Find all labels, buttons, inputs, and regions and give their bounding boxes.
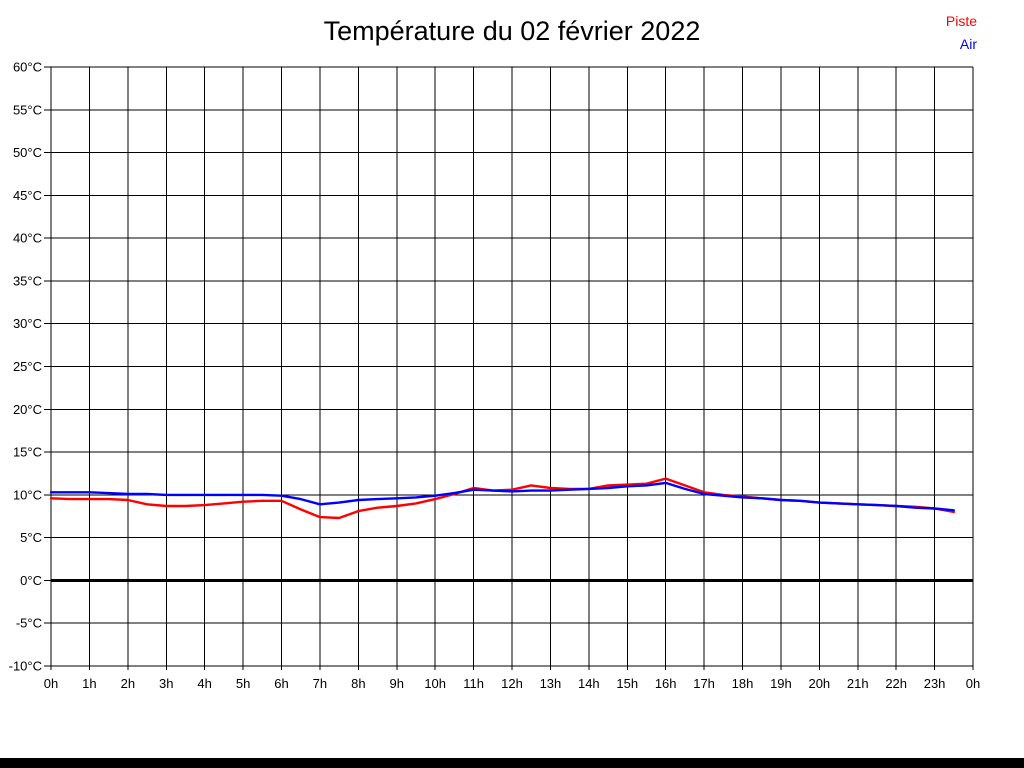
x-tick-label: 3h	[159, 676, 173, 691]
bottom-bar	[0, 758, 1024, 768]
x-tick-label: 9h	[390, 676, 404, 691]
y-tick-label: -10°C	[9, 659, 42, 674]
y-axis-labels: -10°C -5°C 0°C 5°C 10°C 15°C 20°C 25°C 30°C 35°C 4…	[9, 60, 42, 674]
x-tick-label: 22h	[885, 676, 907, 691]
x-tick-label: 12h	[501, 676, 523, 691]
x-tick-label: 7h	[313, 676, 327, 691]
series-air	[49, 481, 955, 512]
x-tick-label: 17h	[693, 676, 715, 691]
series-piste	[49, 477, 955, 520]
x-tick-label: 21h	[847, 676, 869, 691]
x-tick-label: 20h	[808, 676, 830, 691]
x-tick-label: 4h	[197, 676, 211, 691]
x-tick-label: 0h	[966, 676, 980, 691]
x-axis-labels: 0h 1h 2h 3h 4h 5h 6h 7h 8h 9h 10h 11h 12h 13h 14h 15h 16…	[44, 676, 980, 691]
chart-legend: Piste Air	[946, 10, 977, 56]
y-tick-label: 25°C	[13, 359, 42, 374]
y-tick-label: 5°C	[20, 530, 42, 545]
x-tick-label: 10h	[424, 676, 446, 691]
x-tick-label: 15h	[616, 676, 638, 691]
chart-title: Température du 02 février 2022	[323, 16, 701, 46]
x-tick-label: 19h	[770, 676, 792, 691]
y-tick-label: 20°C	[13, 402, 42, 417]
x-tick-label: 11h	[463, 676, 484, 691]
x-tick-label: 14h	[578, 676, 600, 691]
x-tick-label: 1h	[82, 676, 96, 691]
y-tick-label: 0°C	[20, 573, 42, 588]
x-tick-label: 18h	[732, 676, 754, 691]
y-tick-label: 10°C	[13, 487, 42, 502]
grid	[44, 66, 974, 670]
x-tick-label: 5h	[236, 676, 250, 691]
x-tick-label: 0h	[44, 676, 58, 691]
y-tick-label: 35°C	[13, 273, 42, 288]
x-tick-label: 16h	[655, 676, 677, 691]
x-tick-label: 13h	[540, 676, 562, 691]
x-tick-label: 23h	[924, 676, 946, 691]
x-tick-label: 8h	[351, 676, 365, 691]
legend-item-air: Air	[959, 36, 977, 52]
y-tick-label: 45°C	[13, 188, 42, 203]
y-tick-label: -5°C	[16, 616, 42, 631]
y-tick-label: 40°C	[13, 231, 42, 246]
y-tick-label: 55°C	[13, 102, 42, 117]
legend-item-piste: Piste	[945, 13, 977, 29]
y-tick-label: 60°C	[13, 60, 42, 75]
x-tick-label: 6h	[274, 676, 288, 691]
y-tick-label: 30°C	[13, 316, 42, 331]
x-tick-label: 2h	[121, 676, 135, 691]
y-tick-label: 50°C	[13, 145, 42, 160]
y-tick-label: 15°C	[13, 445, 42, 460]
